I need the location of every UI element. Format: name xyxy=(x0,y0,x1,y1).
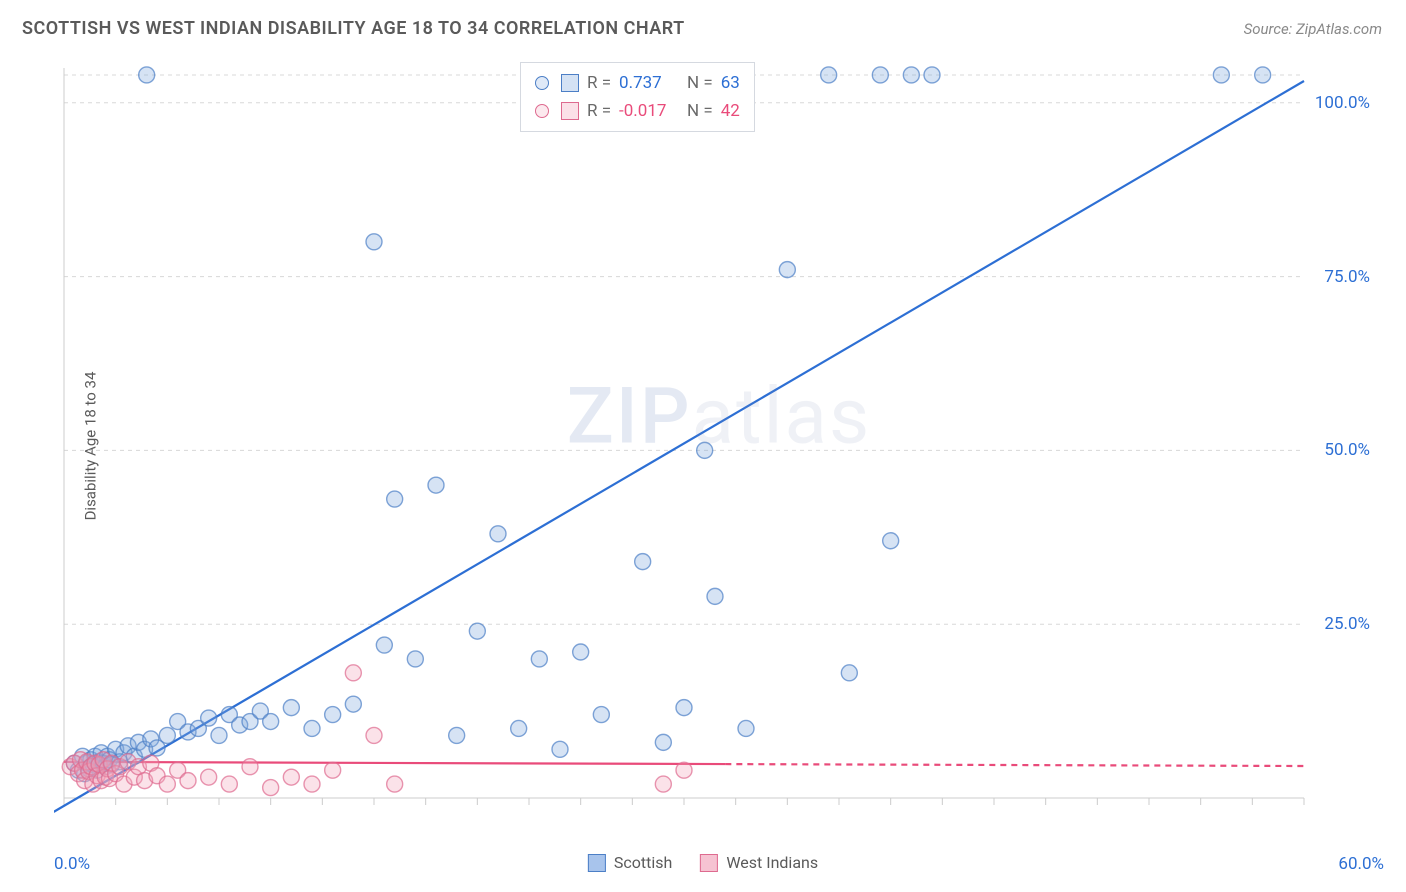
y-tick-label: 75.0% xyxy=(1324,267,1370,287)
legend-swatch-icon xyxy=(700,854,718,872)
legend-series-label: West Indians xyxy=(726,853,818,872)
legend-r-value: -0.017 xyxy=(619,101,679,121)
legend-n-value: 63 xyxy=(721,73,740,93)
legend-swatch-icon xyxy=(588,854,606,872)
correlation-legend: R = 0.737 N = 63 R = -0.017 N = 42 xyxy=(520,62,755,132)
legend-r-label: R = xyxy=(587,73,611,93)
plot-area: ZIPatlas 25.0%50.0%75.0%100.0% xyxy=(54,58,1384,838)
chart-container: SCOTTISH VS WEST INDIAN DISABILITY AGE 1… xyxy=(0,0,1406,892)
legend-n-label: N = xyxy=(687,73,713,93)
x-axis-max-label: 60.0% xyxy=(1338,854,1384,874)
legend-row: R = -0.017 N = 42 xyxy=(535,97,740,125)
legend-series-label: Scottish xyxy=(614,853,672,872)
scatter-plot-svg xyxy=(54,58,1384,838)
legend-item: West Indians xyxy=(700,853,818,872)
legend-r-label: R = xyxy=(587,101,611,121)
legend-r-value: 0.737 xyxy=(619,73,679,93)
y-tick-label: 25.0% xyxy=(1324,614,1370,634)
legend-marker-icon xyxy=(535,104,549,118)
legend-item: Scottish xyxy=(588,853,672,872)
chart-title: SCOTTISH VS WEST INDIAN DISABILITY AGE 1… xyxy=(22,18,685,39)
legend-row: R = 0.737 N = 63 xyxy=(535,69,740,97)
x-axis-min-label: 0.0% xyxy=(54,854,90,874)
y-tick-label: 50.0% xyxy=(1324,440,1370,460)
legend-marker-icon xyxy=(535,76,549,90)
y-tick-label: 100.0% xyxy=(1315,93,1370,113)
source-attribution: Source: ZipAtlas.com xyxy=(1244,20,1382,38)
legend-n-value: 42 xyxy=(721,101,740,121)
legend-swatch-icon xyxy=(561,74,579,92)
series-legend: Scottish West Indians xyxy=(588,853,818,872)
legend-swatch-icon xyxy=(561,102,579,120)
legend-n-label: N = xyxy=(687,101,713,121)
